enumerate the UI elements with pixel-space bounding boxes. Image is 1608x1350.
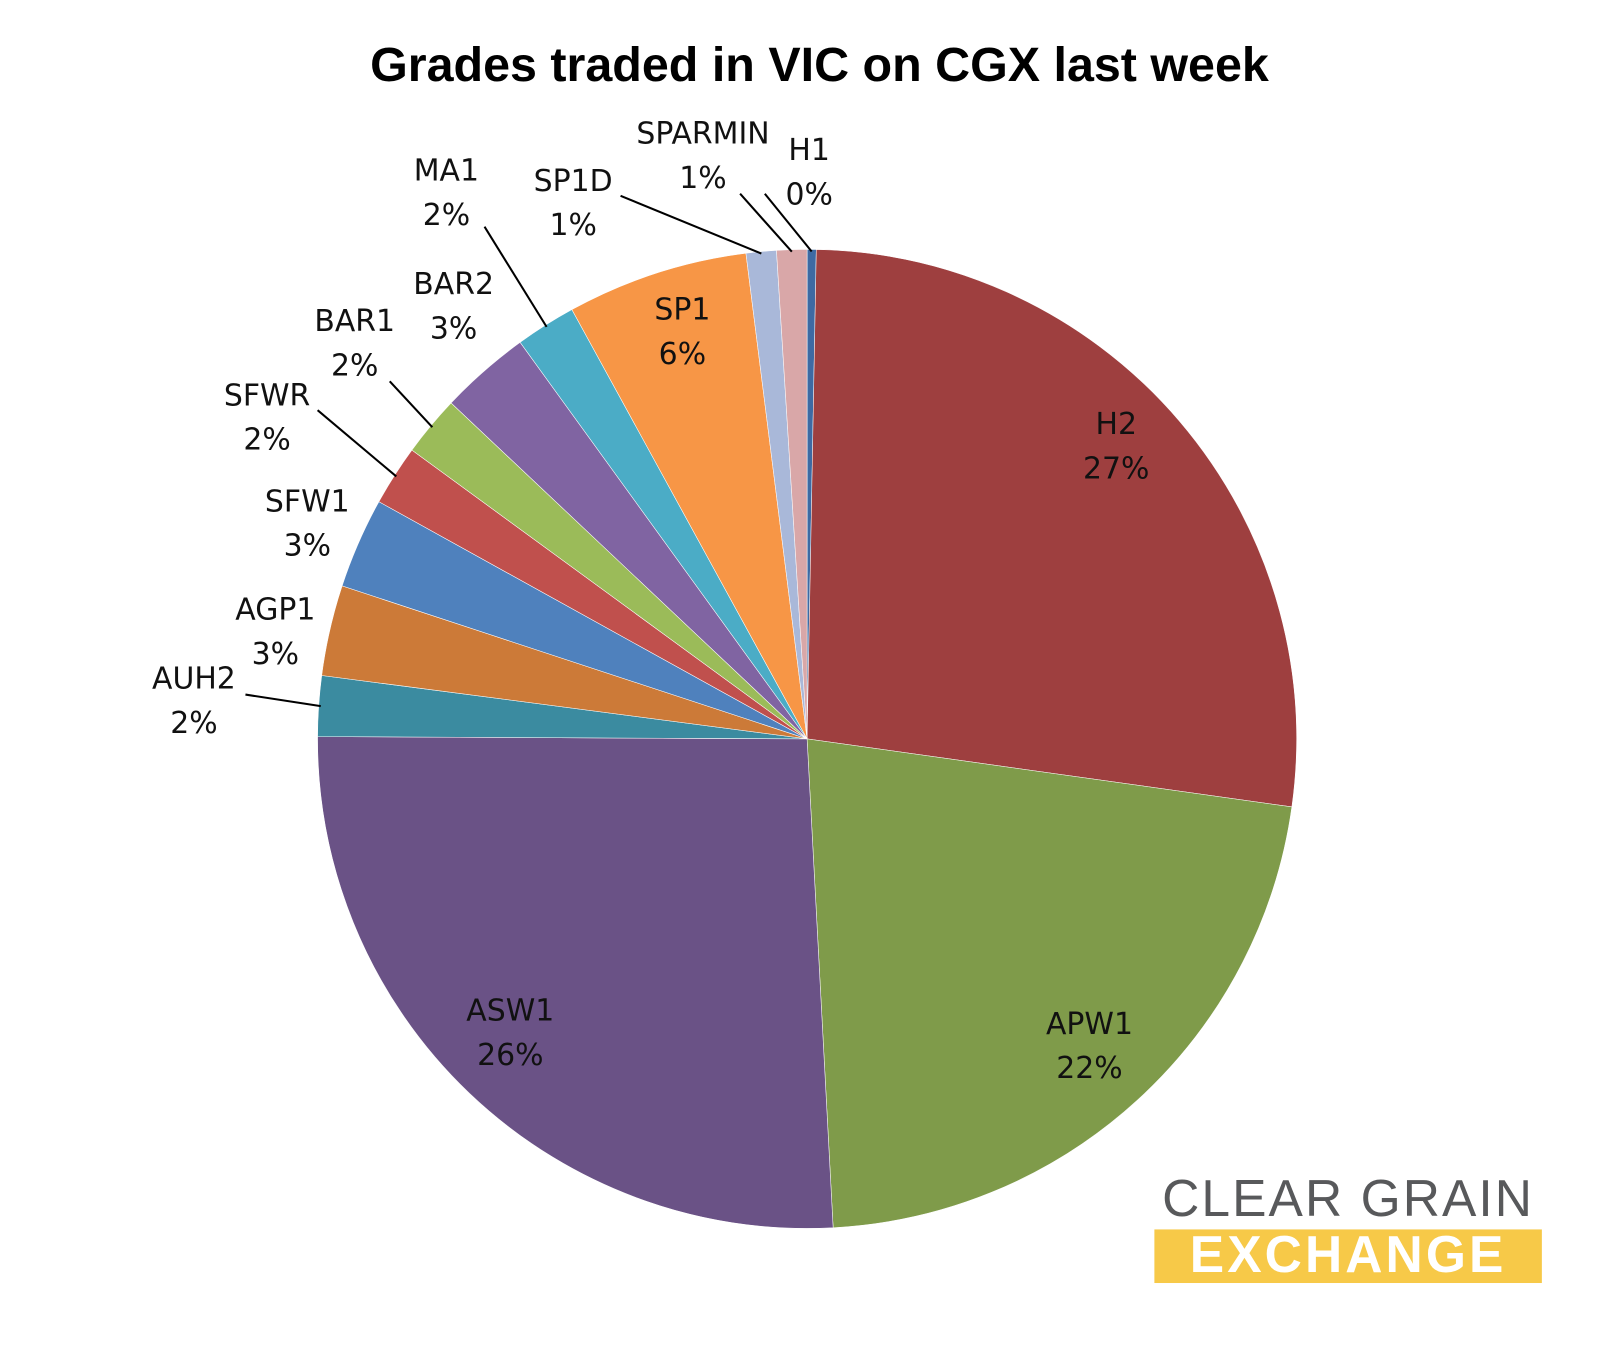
leader-line (316, 409, 397, 478)
slice-label: BAR1 (314, 304, 395, 339)
leader-line (620, 194, 762, 255)
slice-value-label: 3% (284, 529, 331, 564)
slice-label: MA1 (414, 154, 479, 189)
slice-value-label: 2% (170, 706, 217, 741)
leader-line (739, 193, 793, 253)
slice-value-label: 2% (243, 423, 290, 458)
slice-value-label: 27% (1083, 451, 1149, 486)
logo-band (1154, 1229, 1542, 1284)
slice-label: H2 (1096, 407, 1137, 442)
slice-label: BAR2 (413, 267, 494, 302)
pie-slice (806, 249, 1297, 808)
slice-value-label: 6% (659, 337, 706, 372)
slice-label: SP1D (534, 164, 613, 199)
pie-slice (806, 738, 1293, 1228)
slice-label: SFW1 (265, 484, 350, 519)
slice-value-label: 2% (423, 198, 470, 233)
leader-line (388, 380, 434, 428)
slice-label: SPARMIN (636, 117, 769, 152)
slice-label: AGP1 (235, 593, 315, 628)
pie-slice (317, 736, 834, 1229)
chart-title: Grades traded in VIC on CGX last week (370, 38, 1269, 92)
slice-value-label: 3% (430, 311, 477, 346)
pie-slice (776, 249, 808, 739)
logo-line1: CLEAR GRAIN (1162, 1169, 1534, 1227)
pie-slice (571, 252, 808, 740)
slice-label: SFWR (224, 378, 310, 413)
slice-value-label: 2% (331, 348, 378, 383)
slice-label: SP1 (654, 293, 710, 328)
leader-line (245, 693, 321, 708)
leader-line (483, 226, 548, 328)
logo-line2: EXCHANGE (1190, 1225, 1507, 1283)
slice-label: APW1 (1046, 1007, 1133, 1042)
slice-value-label: 3% (252, 637, 299, 672)
slice-value-label: 1% (679, 161, 726, 196)
leader-line (764, 193, 813, 253)
slice-label: H1 (788, 133, 829, 168)
slice-value-label: 26% (477, 1038, 543, 1073)
slice-label: AUH2 (152, 662, 236, 697)
slice-label: ASW1 (466, 993, 554, 1028)
slice-value-label: 1% (549, 208, 596, 243)
slice-value-label: 0% (785, 177, 832, 212)
slice-value-label: 22% (1056, 1051, 1122, 1086)
